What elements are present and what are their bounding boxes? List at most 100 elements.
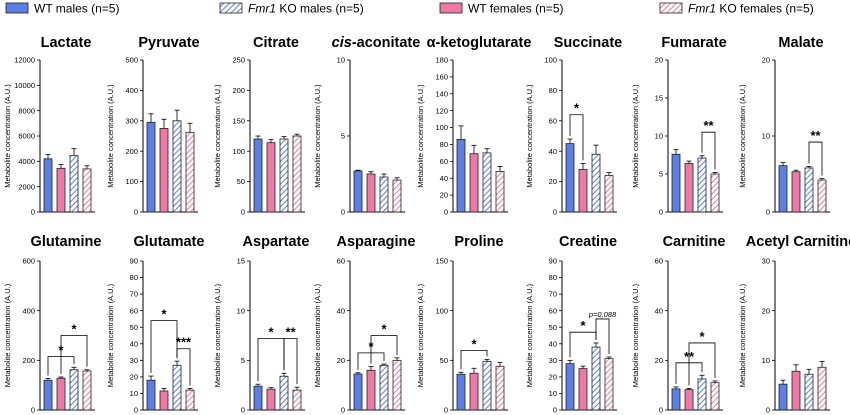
- bar: [791, 370, 801, 411]
- legend-label: Fmr1 KO females (n=5): [688, 2, 814, 16]
- bar: [56, 167, 66, 213]
- chart-title-text: Fumarate: [661, 35, 726, 51]
- y-tick-label: 20: [130, 372, 138, 381]
- bar: [804, 167, 814, 213]
- y-tick-label: 0: [659, 406, 663, 415]
- y-tick-label: 140: [435, 89, 448, 98]
- y-tick-label: 70: [549, 290, 557, 299]
- bar: [146, 379, 156, 411]
- legend-swatch: [5, 2, 29, 14]
- bar: [469, 372, 479, 411]
- y-tick-label: 50: [130, 323, 138, 332]
- chart-title: Asparagine: [337, 234, 416, 250]
- bar: [392, 359, 402, 411]
- chart-title-text: α-ketoglutarate: [427, 35, 532, 51]
- bar: [591, 346, 601, 411]
- significance-label: *: [161, 307, 167, 322]
- bar: [710, 382, 720, 411]
- legend: WT males (n=5) Fmr1 KO males (n=5) WT fema…: [5, 2, 814, 16]
- y-tick-label: 40: [440, 174, 448, 183]
- y-tick-label: 40: [655, 306, 663, 315]
- bar: [456, 138, 466, 213]
- bar: [482, 152, 492, 213]
- y-tick-label: 90: [549, 257, 557, 266]
- chart-panel: Pyruvate Metabolite concentration (A.U.) 0…: [106, 35, 200, 217]
- legend-label: WT females (n=5): [468, 2, 564, 16]
- significance-label: *: [580, 318, 586, 333]
- y-tick-label: 40: [549, 147, 557, 156]
- bar: [185, 131, 195, 213]
- chart-title-text: Acetyl Carnitine: [746, 234, 850, 250]
- bar: [43, 379, 53, 411]
- y-axis-label: Metabolite concentration (A.U.): [3, 84, 12, 188]
- significance-label: *: [574, 101, 580, 116]
- chart-title-text: Pyruvate: [138, 35, 199, 51]
- significance-bracket: [150, 320, 178, 374]
- y-tick-label: 0: [444, 406, 448, 415]
- bar: [253, 138, 263, 213]
- y-tick-label: 0: [444, 208, 448, 217]
- y-tick-label: 300: [125, 116, 138, 125]
- y-tick-label: 0: [553, 208, 557, 217]
- y-tick-label: 20: [549, 177, 557, 186]
- legend-label-prefix: Fmr1: [688, 2, 716, 16]
- y-tick-label: 0: [659, 208, 663, 217]
- y-tick-label: 40: [337, 306, 345, 315]
- y-tick-label: 0: [241, 208, 245, 217]
- significance-bracket: [808, 141, 823, 176]
- bar: [69, 155, 79, 213]
- bar: [495, 365, 505, 411]
- significance-bracket: [688, 342, 716, 386]
- legend-item: Fmr1 KO females (n=5): [659, 2, 814, 16]
- y-tick-label: 150: [435, 257, 448, 266]
- bar: [43, 158, 53, 213]
- y-tick-label: 60: [549, 116, 557, 125]
- y-tick-label: 10: [337, 56, 345, 65]
- y-tick-label: 10: [655, 132, 663, 141]
- y-axis-label: Metabolite concentration (A.U.): [106, 84, 115, 188]
- chart-panel: Acetyl Carnitine Metabolite concentration…: [738, 234, 850, 415]
- y-tick-label: 250: [232, 56, 245, 65]
- bar: [791, 171, 801, 213]
- y-tick-label: 60: [549, 306, 557, 315]
- y-tick-label: 60: [130, 306, 138, 315]
- y-tick-label: 80: [549, 273, 557, 282]
- y-tick-label: 20: [440, 191, 448, 200]
- bar: [379, 176, 389, 213]
- y-axis-label: Metabolite concentration (A.U.): [416, 283, 425, 387]
- y-axis-label: Metabolite concentration (A.U.): [416, 84, 425, 188]
- bar: [778, 383, 788, 411]
- chart-title: Fumarate: [661, 35, 726, 51]
- bar: [604, 358, 614, 411]
- chart-title: cis-aconitate: [332, 35, 421, 51]
- y-tick-label: 30: [130, 356, 138, 365]
- significance-label: *: [268, 324, 274, 339]
- chart-title: Pyruvate: [138, 35, 199, 51]
- chart-panel: Lactate Metabolite concentration (A.U.) 0 2…: [3, 35, 95, 217]
- chart-panel: Asparagine Metabolite concentration (A.U.…: [313, 234, 415, 415]
- y-tick-label: 50: [549, 323, 557, 332]
- bar: [172, 364, 182, 411]
- y-tick-label: 0: [134, 406, 138, 415]
- y-tick-label: 80: [549, 86, 557, 95]
- y-tick-label: 120: [435, 106, 448, 115]
- y-tick-label: 80: [440, 140, 448, 149]
- significance-label: *: [368, 339, 374, 354]
- legend-swatch: [659, 2, 683, 14]
- chart-title-italic: cis: [332, 35, 352, 51]
- y-tick-label: 0: [31, 208, 35, 217]
- significance-bracket: [283, 338, 298, 385]
- bar: [604, 175, 614, 213]
- y-axis-label: Metabolite concentration (A.U.): [631, 283, 640, 387]
- chart-title-text: Carnitine: [663, 234, 726, 250]
- chart-panel: Succinate Metabolite concentration (A.U.)…: [525, 35, 622, 217]
- significance-bracket: [595, 318, 610, 355]
- chart-title-text: -aconitate: [352, 35, 421, 51]
- chart-title-text: Proline: [454, 234, 503, 250]
- chart-panel: Glutamate Metabolite concentration (A.U.)…: [106, 234, 204, 415]
- legend-label-prefix: WT: [34, 2, 53, 16]
- bar: [671, 388, 681, 411]
- bar: [495, 171, 505, 213]
- y-tick-label: 10: [549, 389, 557, 398]
